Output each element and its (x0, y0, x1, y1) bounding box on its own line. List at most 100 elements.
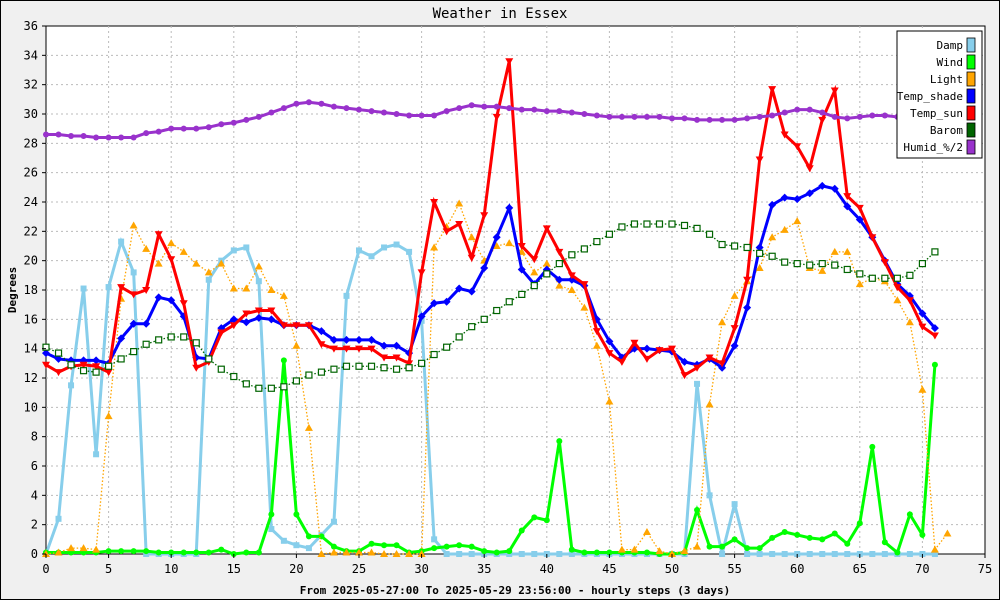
data-point (167, 239, 176, 247)
data-point (542, 259, 551, 267)
data-point (330, 103, 337, 110)
data-point (769, 534, 776, 541)
data-point (543, 517, 550, 524)
data-point (456, 551, 463, 557)
data-point (406, 248, 413, 255)
data-point (768, 86, 777, 94)
data-point (719, 543, 726, 550)
data-point (556, 108, 563, 115)
data-point (168, 125, 175, 132)
x-tick-label: 65 (853, 562, 867, 576)
data-point (317, 327, 326, 336)
data-point (805, 189, 814, 198)
data-point (143, 548, 150, 555)
data-point (468, 551, 475, 557)
data-point (843, 193, 852, 201)
data-point (217, 365, 225, 373)
legend-label: Humid_%/2 (903, 141, 963, 154)
data-point (481, 103, 488, 110)
data-point (255, 384, 263, 392)
data-point (105, 284, 112, 291)
data-point (517, 265, 526, 274)
data-point (418, 112, 425, 119)
series-line (45, 60, 936, 378)
data-point (192, 339, 200, 347)
data-point (118, 548, 125, 555)
data-point (593, 549, 600, 556)
data-point (806, 106, 813, 113)
data-point (193, 549, 200, 556)
data-point (192, 259, 201, 267)
data-point (642, 355, 651, 363)
data-point (493, 103, 500, 110)
data-point (204, 268, 213, 276)
data-point (293, 511, 300, 518)
data-point (642, 344, 651, 353)
data-point (518, 551, 525, 557)
data-point (430, 299, 439, 308)
data-point (567, 286, 576, 293)
y-tick-label: 0 (31, 547, 38, 561)
data-point (455, 221, 464, 228)
data-point (293, 100, 300, 107)
chart-title: Weather in Essex (433, 6, 568, 22)
data-point (493, 549, 500, 556)
data-point (443, 343, 451, 351)
data-point (831, 530, 838, 537)
y-axis-label: Degrees (6, 267, 19, 313)
y-tick-label: 32 (24, 78, 38, 92)
data-point (243, 116, 250, 123)
data-point (618, 223, 626, 231)
data-point (643, 113, 650, 120)
data-point (217, 259, 226, 267)
data-point (555, 260, 563, 268)
data-point (155, 336, 163, 344)
data-point (694, 380, 701, 387)
data-point (919, 531, 926, 538)
data-point (568, 109, 575, 116)
data-point (855, 204, 864, 212)
data-point (92, 356, 101, 365)
data-point (781, 551, 788, 557)
data-point (417, 550, 426, 557)
data-point (694, 507, 701, 513)
data-point (605, 350, 614, 358)
data-point (367, 548, 376, 556)
data-point (254, 307, 263, 315)
data-point (943, 529, 952, 537)
data-point (518, 106, 525, 113)
data-point (255, 113, 262, 120)
data-point (42, 343, 50, 351)
data-point (543, 108, 550, 115)
data-point (455, 333, 463, 341)
data-point (356, 247, 362, 254)
data-point (130, 269, 137, 276)
data-point (167, 296, 176, 305)
data-point (617, 358, 626, 366)
data-point (329, 335, 338, 344)
data-point (580, 245, 588, 253)
legend-label: Damp (937, 39, 964, 52)
data-point (342, 362, 351, 370)
data-point (881, 539, 888, 546)
data-point (743, 276, 752, 284)
data-point (355, 548, 363, 556)
data-point (405, 550, 414, 557)
data-point (380, 550, 389, 557)
data-point (293, 542, 300, 549)
data-point (830, 247, 839, 255)
data-point (893, 274, 901, 282)
data-point (718, 360, 727, 368)
data-point (580, 303, 589, 311)
data-point (392, 365, 401, 373)
legend-label: Light (930, 73, 963, 86)
data-point (505, 203, 514, 212)
data-point (780, 225, 789, 233)
data-point (79, 544, 88, 552)
data-point (756, 551, 763, 557)
y-tick-label: 30 (24, 107, 38, 121)
data-point (367, 335, 376, 344)
data-point (193, 125, 200, 132)
data-point (280, 383, 288, 391)
